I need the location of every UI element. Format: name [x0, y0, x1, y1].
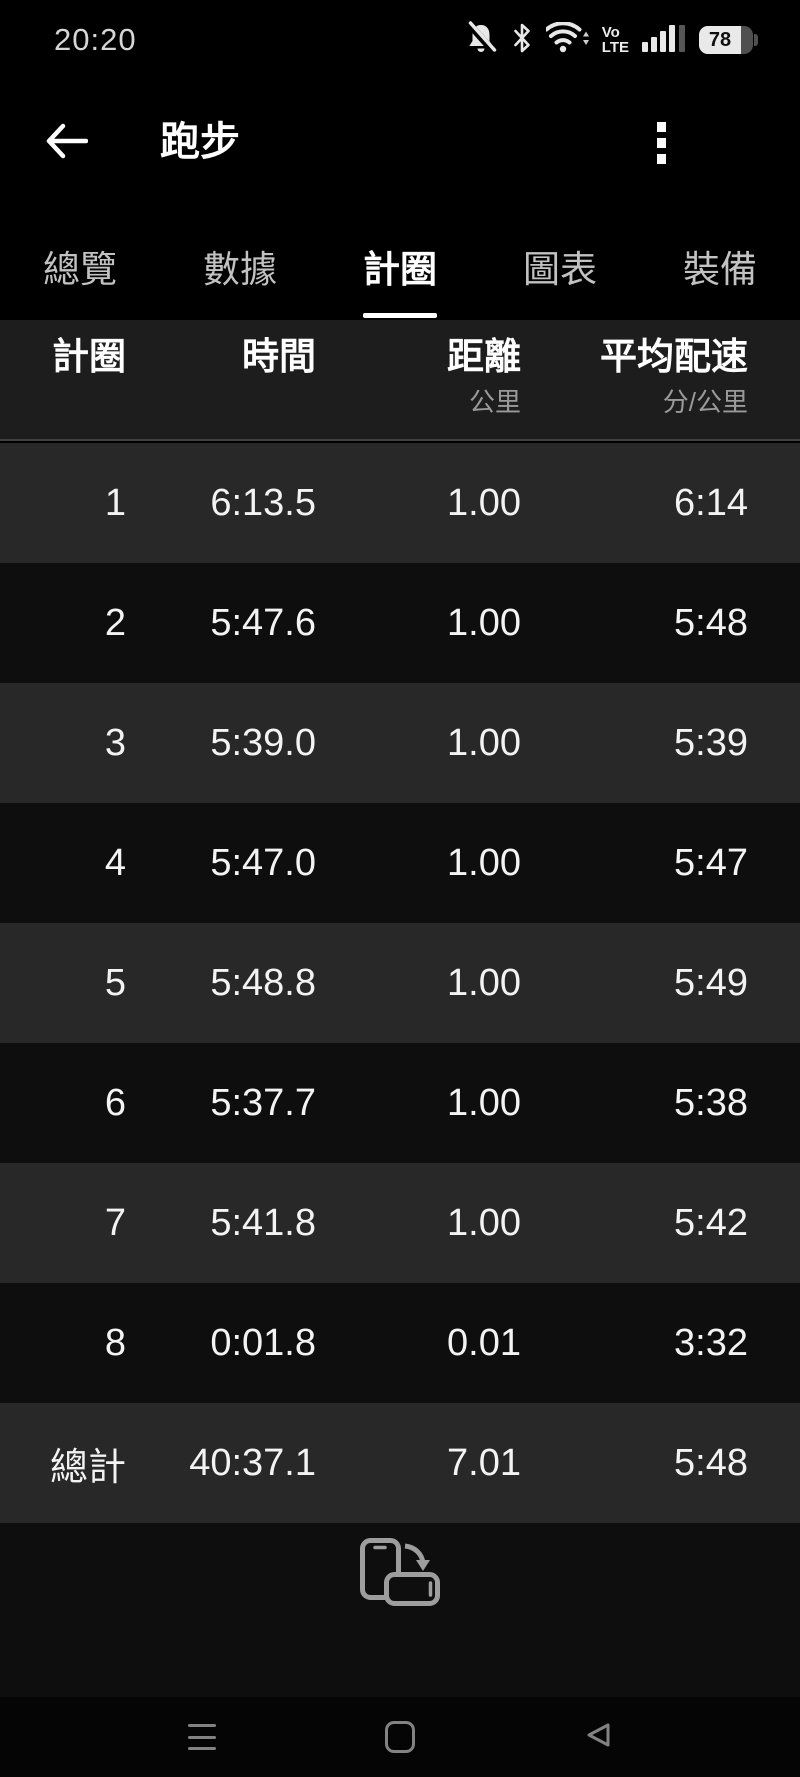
- menu-lines-icon: [188, 1724, 216, 1727]
- table-row: 4 5:47.0 1.00 5:47: [0, 803, 800, 923]
- tab-overview[interactable]: 總覽: [43, 249, 117, 290]
- tab-gear[interactable]: 裝備: [683, 249, 757, 290]
- cell-pace: 5:39: [674, 721, 748, 764]
- cell-lap: 8: [104, 1321, 126, 1364]
- cell-lap: 3: [104, 721, 126, 764]
- page-title: 跑步: [160, 120, 240, 164]
- cell-lap: 1: [104, 481, 126, 524]
- column-header-pace: 平均配速 分/公里: [600, 336, 748, 417]
- table-row: 8 0:01.8 0.01 3:32: [0, 1283, 800, 1403]
- tab-charts[interactable]: 圖表: [523, 249, 597, 290]
- cell-time: 5:47.0: [210, 841, 316, 884]
- total-row: 總計 40:37.1 7.01 5:48: [0, 1403, 800, 1523]
- cell-pace: 5:49: [674, 961, 748, 1004]
- app-bar: 跑步: [0, 92, 800, 198]
- cell-time: 5:37.7: [210, 1081, 316, 1124]
- home-button[interactable]: [385, 1721, 415, 1753]
- cell-lap: 7: [104, 1201, 126, 1244]
- cell-time: 5:41.8: [210, 1201, 316, 1244]
- kebab-menu-icon: [656, 122, 666, 132]
- cell-lap: 6: [104, 1081, 126, 1124]
- cell-lap: 總計: [49, 1446, 126, 1489]
- column-header-distance: 距離 公里: [447, 336, 521, 417]
- tab-laps[interactable]: 計圈: [320, 198, 480, 320]
- cell-time: 5:47.6: [210, 601, 316, 644]
- rotate-device-icon: [358, 1538, 442, 1612]
- cell-pace: 6:14: [674, 481, 748, 524]
- signal-strength-icon: [642, 24, 686, 57]
- status-icons: Vo LTE 78: [464, 20, 758, 61]
- cell-lap: 5: [104, 961, 126, 1004]
- back-triangle-icon: [584, 1721, 612, 1754]
- cell-distance: 1.00: [447, 1201, 521, 1244]
- cell-lap: 4: [104, 841, 126, 884]
- battery-icon: 78: [699, 26, 753, 54]
- table-row: 7 5:41.8 1.00 5:42: [0, 1163, 800, 1283]
- battery-cap: [754, 34, 758, 46]
- cell-time: 5:48.8: [210, 961, 316, 1004]
- tab-data[interactable]: 數據: [203, 249, 277, 290]
- cell-time: 5:39.0: [210, 721, 316, 764]
- tab-bar: 總覽 數據 計圈 圖表 裝備: [0, 198, 800, 320]
- volte-bottom-text: LTE: [601, 39, 629, 56]
- battery-percent: 78: [699, 26, 741, 54]
- bluetooth-icon: [511, 21, 533, 60]
- cell-time: 40:37.1: [189, 1441, 316, 1484]
- cell-distance: 1.00: [447, 961, 521, 1004]
- cell-distance: 1.00: [447, 721, 521, 764]
- cell-distance: 1.00: [447, 841, 521, 884]
- lap-table-header: 計圈 時間 距離 公里 平均配速 分/公里: [0, 320, 800, 441]
- status-clock: 20:20: [54, 22, 137, 57]
- cell-distance: 1.00: [447, 481, 521, 524]
- column-header-time: 時間: [242, 336, 316, 377]
- footer-area: [0, 1523, 800, 1697]
- table-row: 3 5:39.0 1.00 5:39: [0, 683, 800, 803]
- volte-top-text: Vo: [601, 24, 620, 41]
- cell-pace: 5:47: [674, 841, 748, 884]
- cell-pace: 5:38: [674, 1081, 748, 1124]
- home-icon: [385, 1721, 415, 1753]
- table-row: 6 5:37.7 1.00 5:38: [0, 1043, 800, 1163]
- cell-distance: 7.01: [447, 1441, 521, 1484]
- cell-pace: 5:48: [674, 1441, 748, 1484]
- column-header-lap: 計圈: [52, 336, 126, 377]
- cell-pace: 5:48: [674, 601, 748, 644]
- back-button[interactable]: [42, 118, 89, 164]
- back-nav-button[interactable]: [583, 1722, 613, 1752]
- status-bar: 20:20: [0, 0, 800, 80]
- cell-distance: 1.00: [447, 601, 521, 644]
- cell-pace: 3:32: [674, 1321, 748, 1364]
- back-arrow-icon: [42, 123, 89, 168]
- nav-bar: [0, 1697, 800, 1777]
- rotate-device-button[interactable]: [358, 1536, 442, 1608]
- cell-pace: 5:42: [674, 1201, 748, 1244]
- lap-table: 1 6:13.5 1.00 6:14 2 5:47.6 1.00 5:48 3 …: [0, 443, 800, 1523]
- cell-time: 6:13.5: [210, 481, 316, 524]
- table-row: 5 5:48.8 1.00 5:49: [0, 923, 800, 1043]
- volte-indicator: Vo LTE: [602, 25, 629, 55]
- battery-indicator: 78: [699, 26, 758, 54]
- cell-time: 0:01.8: [210, 1321, 316, 1364]
- recents-button[interactable]: [187, 1722, 217, 1752]
- table-row: 2 5:47.6 1.00 5:48: [0, 563, 800, 683]
- cell-lap: 2: [104, 601, 126, 644]
- table-row: 1 6:13.5 1.00 6:14: [0, 443, 800, 563]
- wifi-icon: [544, 20, 589, 59]
- cell-distance: 1.00: [447, 1081, 521, 1124]
- cell-distance: 0.01: [447, 1321, 521, 1364]
- overflow-menu-button[interactable]: [645, 108, 677, 178]
- notifications-off-icon: [464, 20, 498, 61]
